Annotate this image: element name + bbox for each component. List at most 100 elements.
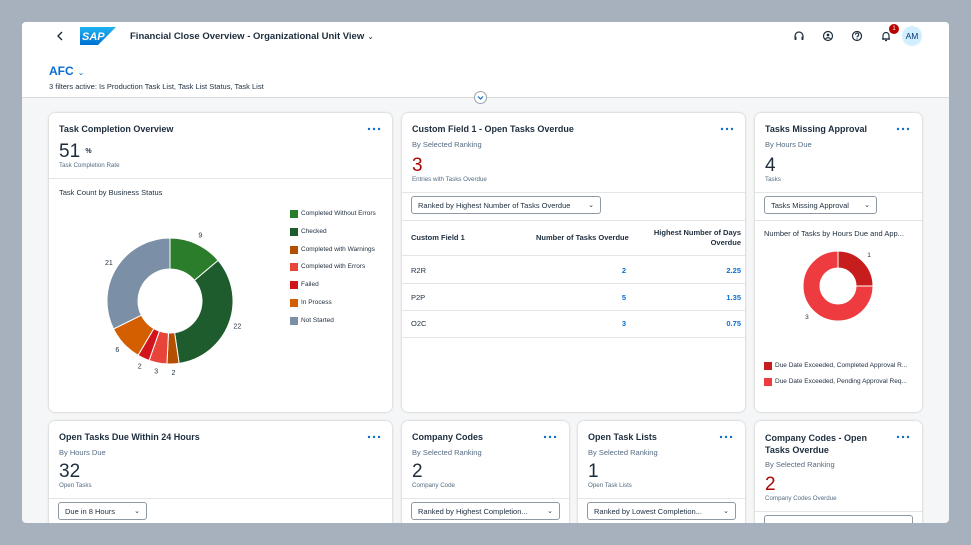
ranking-select[interactable]: Ranked by Highest Completion... ⌄	[411, 502, 560, 520]
bell-icon[interactable]	[879, 29, 893, 43]
notification-badge: 1	[889, 24, 899, 34]
more-icon[interactable]	[543, 434, 557, 440]
legend-label: Due Date Exceeded, Completed Approval R.…	[775, 362, 908, 369]
chevron-down-icon: ⌄	[723, 508, 729, 515]
approval-select[interactable]: Tasks Missing Approval ⌄	[764, 196, 877, 214]
ranking-select[interactable]: Ranked by Highest Number of Tasks Overdu…	[411, 196, 601, 214]
back-button[interactable]	[56, 29, 64, 44]
legend-swatch	[290, 281, 298, 290]
divider	[578, 498, 745, 499]
ranking-select[interactable]: Ranked by Lowest Completion... ⌄	[587, 502, 736, 520]
chevron-down-icon: ⌄	[367, 32, 374, 41]
row-tasks-link[interactable]: 5	[621, 293, 626, 302]
divider	[49, 178, 392, 179]
chevron-down-icon	[477, 96, 484, 100]
kpi-label: Open Tasks	[59, 482, 92, 489]
user-avatar[interactable]: AM	[902, 26, 922, 46]
divider	[402, 283, 745, 284]
kpi-label: Open Task Lists	[588, 482, 632, 489]
column-header: Highest Number of Days	[653, 228, 741, 237]
headset-icon[interactable]	[792, 29, 806, 43]
kpi-label: Entries with Tasks Overdue	[412, 176, 487, 183]
row-name: P2P	[411, 293, 426, 302]
more-icon[interactable]	[896, 126, 910, 132]
data-label: 3	[154, 369, 158, 376]
card-custom-field-overdue[interactable]: Custom Field 1 - Open Tasks Overdue By S…	[402, 113, 745, 412]
data-label: 21	[105, 260, 113, 267]
kpi-value: 2	[765, 474, 776, 495]
select-value: Due in 8 Hours	[65, 507, 116, 516]
chart-title: Number of Tasks by Hours Due and App...	[764, 229, 904, 238]
divider	[402, 498, 569, 499]
kpi-unit: %	[85, 148, 92, 155]
column-header: Custom Field 1	[411, 233, 465, 242]
kpi-value: 4	[765, 155, 776, 176]
column-header: Number of Tasks Overdue	[536, 233, 629, 242]
card-company-codes[interactable]: Company Codes By Selected Ranking 2 Comp…	[402, 421, 569, 523]
column-header: Overdue	[710, 238, 741, 247]
divider	[402, 220, 745, 221]
select-value: Ranked by Highest Completion...	[418, 507, 528, 516]
legend-swatch	[290, 245, 298, 254]
kpi-label: Company Code	[412, 482, 455, 489]
more-icon[interactable]	[719, 434, 733, 440]
card-subtitle: By Selected Ranking	[588, 448, 658, 457]
card-open-task-lists[interactable]: Open Task Lists By Selected Ranking 1 Op…	[578, 421, 745, 523]
app-title: Financial Close Overview - Organizationa…	[130, 31, 365, 42]
legend-label: Completed with Errors	[301, 263, 366, 271]
legend-label: Due Date Exceeded, Pending Approval Req.…	[775, 378, 907, 385]
donut-chart-hours-due: 13	[802, 250, 874, 322]
divider	[755, 511, 922, 512]
chevron-down-icon: ⌄	[77, 68, 85, 77]
variant-name: AFC	[49, 64, 74, 78]
sap-logo[interactable]: SAP	[80, 27, 116, 45]
donut-slice[interactable]	[174, 259, 234, 364]
kpi-label: Tasks	[765, 176, 781, 183]
data-label: 2	[138, 363, 142, 370]
card-title: Open Task Lists	[588, 432, 657, 442]
row-days-link[interactable]: 0.75	[726, 319, 741, 328]
legend-swatch	[290, 263, 298, 272]
row-days-link[interactable]: 2.25	[726, 266, 741, 275]
legend-label: In Process	[301, 299, 332, 306]
data-label: 22	[233, 324, 241, 331]
header-collapse-button[interactable]	[474, 91, 487, 104]
user-feedback-icon[interactable]	[821, 29, 835, 43]
row-days-link[interactable]: 1.35	[726, 293, 741, 302]
app-title-menu[interactable]: Financial Close Overview - Organizationa…	[130, 31, 374, 42]
screen: SAP Financial Close Overview - Organizat…	[22, 22, 949, 523]
select-value: Tasks Missing Approval	[771, 201, 849, 210]
card-company-codes-overdue[interactable]: Company Codes - Open Tasks Overdue By Sel…	[755, 421, 922, 523]
card-open-tasks-24h[interactable]: Open Tasks Due Within 24 Hours By Hours …	[49, 421, 392, 523]
row-tasks-link[interactable]: 2	[621, 266, 626, 275]
row-tasks-link[interactable]: 3	[621, 319, 626, 328]
kpi-value: 3	[412, 155, 423, 176]
more-icon[interactable]	[367, 126, 381, 132]
donut-slice[interactable]	[106, 237, 171, 330]
chevron-down-icon: ⌄	[864, 202, 870, 209]
data-label: 3	[805, 314, 809, 321]
ranking-select[interactable]: ⌄	[764, 515, 913, 523]
help-icon[interactable]	[850, 29, 864, 43]
chevron-left-icon	[57, 31, 63, 41]
chart-title: Task Count by Business Status	[59, 188, 163, 197]
card-subtitle: By Selected Ranking	[765, 460, 835, 469]
card-title: Tasks Missing Approval	[765, 124, 868, 134]
card-subtitle: By Hours Due	[59, 448, 106, 457]
card-title: Open Tasks Due Within 24 Hours	[59, 432, 200, 442]
card-title-line: Company Codes - Open	[765, 433, 868, 443]
card-title: Company Codes - Open Tasks Overdue	[765, 432, 867, 456]
variant-selector[interactable]: AFC ⌄	[49, 64, 84, 78]
kpi-value: 1	[588, 461, 599, 482]
legend-label: Failed	[301, 281, 319, 289]
shell-bar: SAP Financial Close Overview - Organizat…	[22, 22, 949, 50]
more-icon[interactable]	[720, 126, 734, 132]
card-task-completion[interactable]: Task Completion Overview 51 % Task Compl…	[49, 113, 392, 412]
card-tasks-missing-approval[interactable]: Tasks Missing Approval By Hours Due 4 Ta…	[755, 113, 922, 412]
more-icon[interactable]	[896, 434, 910, 440]
donut-slice[interactable]	[802, 250, 874, 322]
hours-select[interactable]: Due in 8 Hours ⌄	[58, 502, 147, 520]
card-title: Task Completion Overview	[59, 124, 174, 134]
more-icon[interactable]	[367, 434, 381, 440]
legend-label: Not Started	[301, 316, 334, 324]
